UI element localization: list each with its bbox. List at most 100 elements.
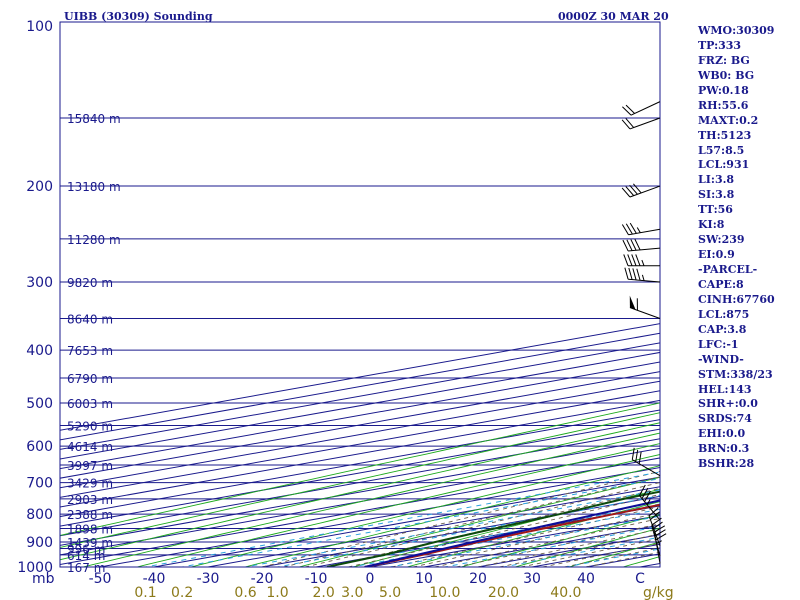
pressure-tick-label: 900 xyxy=(26,535,53,551)
moist-adiabat xyxy=(283,476,660,567)
height-label: 8640 m xyxy=(67,313,113,327)
temperature-tick-label: 40 xyxy=(577,571,595,587)
dry-adiabat xyxy=(459,514,660,567)
height-label: 2903 m xyxy=(67,493,113,507)
dry-adiabat xyxy=(351,488,660,567)
height-label: 2388 m xyxy=(67,508,113,522)
isotherm-line xyxy=(60,457,660,566)
pressure-unit-label: mb xyxy=(32,571,55,587)
index-item: SRDS:74 xyxy=(698,412,752,426)
temperature-tick-label: C xyxy=(635,571,645,587)
series-dewpoint xyxy=(326,490,660,567)
mixing-ratio-tick-label: 40.0 xyxy=(550,585,581,600)
index-item: LFC:-1 xyxy=(698,337,739,351)
height-label: 7653 m xyxy=(67,344,113,358)
temperature-tick-label: 10 xyxy=(415,571,433,587)
index-item: CINH:67760 xyxy=(698,292,775,306)
index-item: TT:56 xyxy=(698,203,733,217)
index-item: HEL:143 xyxy=(698,382,752,396)
dry-adiabat xyxy=(81,432,660,567)
index-item: LI:3.8 xyxy=(698,173,735,187)
stability-index-panel: WMO:30309 TP:333 FRZ: BG WB0: BG PW:0.18 RH:5… xyxy=(698,24,798,472)
index-item: BSHR:28 xyxy=(698,457,755,471)
mixing-ratio-unit-label: g/kg xyxy=(643,585,674,600)
dry-adiabat xyxy=(297,476,660,567)
pressure-tick-label: 100 xyxy=(26,19,53,35)
index-item: BRN:0.3 xyxy=(698,442,750,456)
mixing-ratio-tick-label: 20.0 xyxy=(488,585,519,600)
height-label: 11280 m xyxy=(67,233,121,247)
dry-adiabat xyxy=(189,454,660,567)
index-item: CAPE:8 xyxy=(698,277,744,291)
wind-barb xyxy=(623,254,660,267)
mixing-ratio-line xyxy=(242,489,660,567)
dry-adiabat xyxy=(243,465,660,567)
index-item: TP:333 xyxy=(698,38,742,52)
index-item: FRZ: BG xyxy=(698,53,750,67)
pressure-tick-label: 700 xyxy=(26,476,53,492)
pressure-tick-label: 1000 xyxy=(17,560,53,576)
wind-barb xyxy=(638,484,661,521)
index-item: RH:55.6 xyxy=(698,98,749,112)
height-label: 9820 m xyxy=(67,276,113,290)
dry-adiabat xyxy=(60,422,660,561)
isotherm-line xyxy=(60,390,660,498)
dry-adiabat xyxy=(513,527,660,567)
series-temperature xyxy=(364,503,660,567)
wind-barb xyxy=(621,117,661,130)
moist-adiabat xyxy=(456,523,660,567)
isotherm-line xyxy=(60,409,660,518)
isotherm-line xyxy=(60,380,660,489)
temperature-tick-label: -50 xyxy=(89,571,112,587)
height-label: 3429 m xyxy=(67,477,113,491)
index-item: SHR+:0.0 xyxy=(698,397,758,411)
isotherm-line xyxy=(60,399,660,508)
pressure-tick-label: 500 xyxy=(26,396,53,412)
mixing-ratio-tick-label: 0.6 xyxy=(234,585,256,600)
dry-adiabat xyxy=(135,443,660,567)
index-item: MAXT:0.2 xyxy=(698,113,759,127)
index-item: WMO:30309 xyxy=(698,24,775,37)
temperature-tick-label: 20 xyxy=(469,571,487,587)
pressure-tick-label: 800 xyxy=(26,507,53,523)
height-label: 6003 m xyxy=(67,397,113,411)
mixing-ratio-line xyxy=(274,495,660,567)
dry-adiabat xyxy=(60,412,660,548)
mixing-ratio-tick-label: 10.0 xyxy=(429,585,460,600)
index-item: -WIND- xyxy=(698,352,744,366)
isotherm-line xyxy=(60,419,660,527)
wind-barb xyxy=(622,238,661,252)
height-label: 5290 m xyxy=(67,419,113,433)
isotherm-line xyxy=(99,467,660,567)
chart-title-left: UIBB (30309) Sounding xyxy=(64,10,213,23)
mixing-ratio-tick-label: 2.0 xyxy=(313,585,335,600)
height-label: 996 m xyxy=(67,543,105,557)
index-item: PW:0.18 xyxy=(698,83,749,97)
temperature-tick-label: -20 xyxy=(251,571,274,587)
isotherm-line xyxy=(60,428,660,537)
height-label: 3997 m xyxy=(67,459,113,473)
temperature-tick-label: 30 xyxy=(523,571,541,587)
index-item: SI:3.8 xyxy=(698,188,735,202)
wind-barb xyxy=(629,295,661,319)
height-label: 167 m xyxy=(67,561,105,575)
index-item: LCL:931 xyxy=(698,158,750,172)
isotherm-line xyxy=(60,438,660,546)
pressure-tick-label: 300 xyxy=(26,275,53,291)
mixing-ratio-line xyxy=(142,471,660,567)
pressure-tick-label: 600 xyxy=(26,439,53,455)
mixing-ratio-tick-label: 5.0 xyxy=(379,585,401,600)
mixing-ratio-tick-label: 3.0 xyxy=(341,585,363,600)
dry-adiabat xyxy=(405,501,660,567)
chart-title-right: 0000Z 30 MAR 20 xyxy=(558,10,669,23)
mixing-ratio-tick-label: 0.2 xyxy=(171,585,193,600)
wind-barb xyxy=(621,183,661,198)
index-item: L57:8.5 xyxy=(698,143,745,157)
pressure-tick-label: 400 xyxy=(26,343,53,359)
index-item: EI:0.9 xyxy=(698,248,735,262)
moist-adiabat xyxy=(434,517,660,567)
index-item: LCL:875 xyxy=(698,307,750,321)
dry-adiabat xyxy=(60,402,660,536)
height-label: 15840 m xyxy=(67,112,121,126)
